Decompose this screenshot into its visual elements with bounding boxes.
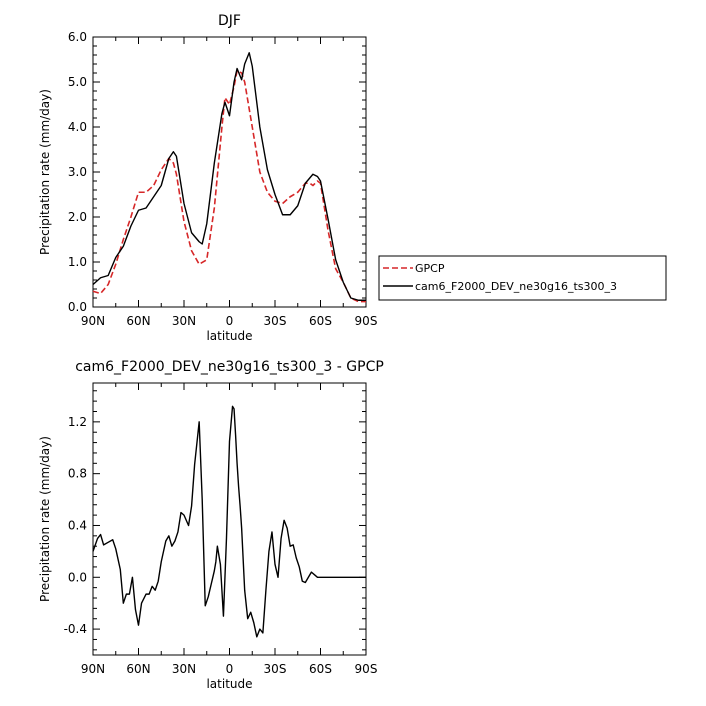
y-tick-label: 4.0	[68, 120, 87, 134]
x-tick-label: 90S	[355, 314, 378, 328]
x-tick-label: 30S	[264, 662, 287, 676]
y-tick-label: 0.0	[68, 570, 87, 584]
legend-box	[378, 255, 667, 301]
y-tick-label: 5.0	[68, 75, 87, 89]
plot-frame	[92, 382, 367, 656]
x-tick-label: 60N	[126, 662, 150, 676]
series-line	[92, 52, 366, 301]
x-tick-label: 90S	[355, 662, 378, 676]
y-tick-label: 1.0	[68, 255, 87, 269]
x-tick-label: 30S	[264, 314, 287, 328]
chart-title: cam6_F2000_DEV_ne30g16_ts300_3 - GPCP	[75, 359, 384, 375]
y-tick-label: 0.4	[68, 518, 87, 532]
x-tick-label: 0	[226, 314, 234, 328]
y-tick-label: 0.0	[68, 300, 87, 314]
y-tick-label: 0.8	[68, 467, 87, 481]
y-axis-title: Precipitation rate (mm/day)	[38, 89, 52, 255]
legend-label: cam6_F2000_DEV_ne30g16_ts300_3	[415, 280, 617, 293]
chart-title: DJF	[218, 13, 241, 29]
x-tick-label: 60S	[309, 662, 332, 676]
y-tick-label: 6.0	[68, 30, 87, 44]
x-tick-label: 60N	[126, 314, 150, 328]
legend: GPCP cam6_F2000_DEV_ne30g16_ts300_3	[378, 255, 667, 301]
x-axis-title: latitude	[206, 677, 252, 691]
series-line	[92, 69, 366, 303]
legend-label: GPCP	[415, 262, 445, 275]
x-tick-label: 90N	[81, 662, 105, 676]
x-tick-label: 30N	[172, 662, 196, 676]
y-tick-label: 3.0	[68, 165, 87, 179]
top-chart: DJF 90N 60N 30N 0 30S 60S 90S 0.0 1.0 2.0 3.0 4.0 5.0…	[38, 13, 667, 343]
x-tick-label: 30N	[172, 314, 196, 328]
y-tick-label: 1.2	[68, 415, 87, 429]
x-axis-title: latitude	[206, 329, 252, 343]
x-tick-label: 60S	[309, 314, 332, 328]
series-line	[92, 405, 366, 638]
y-tick-label: -0.4	[64, 622, 87, 636]
y-axis-title: Precipitation rate (mm/day)	[38, 436, 52, 602]
x-tick-label: 0	[226, 662, 234, 676]
bottom-chart: cam6_F2000_DEV_ne30g16_ts300_3 - GPCP 90N…	[38, 359, 384, 691]
plot-frame	[92, 36, 367, 308]
x-tick-label: 90N	[81, 314, 105, 328]
y-tick-label: 2.0	[68, 210, 87, 224]
